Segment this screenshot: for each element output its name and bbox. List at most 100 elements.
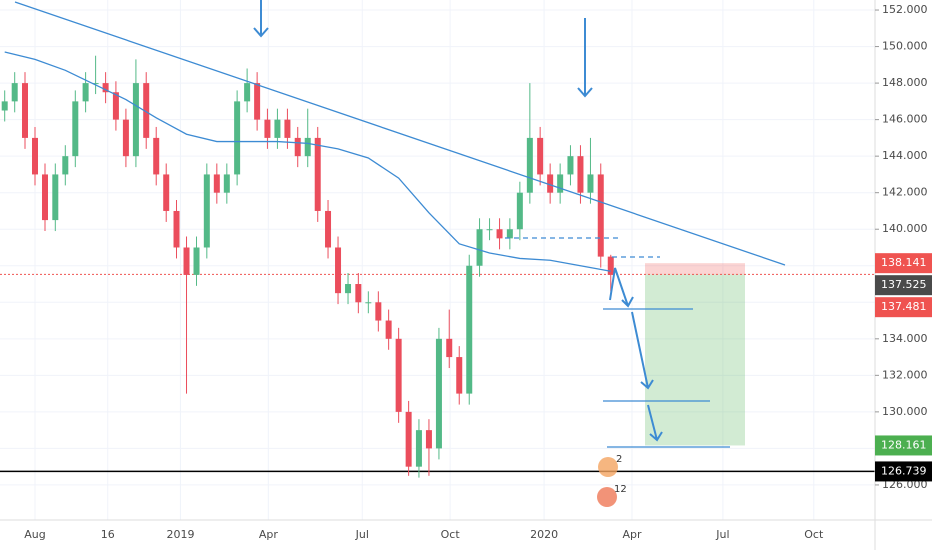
arrow [609,267,634,308]
candle-body [213,174,220,193]
candle-body [42,174,48,221]
price-label-box [875,253,932,274]
arrow [647,404,663,442]
price-label: 137.525 [875,275,932,296]
candle-body [486,229,493,231]
event-label: 12 [614,484,627,495]
candle-body [496,229,503,239]
candle-body [435,338,442,449]
candle-body [405,411,412,467]
candle-body [153,137,160,175]
event-icon [597,487,617,507]
arrows [253,0,663,442]
price-label: 137.481 [875,297,932,318]
candle-body [72,101,79,157]
candle-body [183,247,190,275]
price-label-box [875,461,932,482]
candle-body [304,137,311,157]
y-tick-label: 150.000 [882,40,928,53]
candle-body [526,137,533,193]
candle-body [335,247,342,294]
candle-body [516,192,523,230]
candle-body [173,210,180,248]
candle-body [345,284,352,294]
stop-zone [645,263,745,275]
candle-body [203,174,210,248]
event-label: 2 [616,454,622,465]
candle-body [537,137,544,175]
candle-body [254,83,261,120]
candle-body [163,174,170,211]
y-tick-label: 134.000 [882,332,928,345]
candle-body [284,119,291,138]
candle-body [314,137,321,211]
y-tick-label: 146.000 [882,113,928,126]
candle-body [223,174,230,193]
x-tick-label: Oct [441,528,461,541]
candle-body [446,338,453,358]
candle-body [506,229,513,239]
candle-body [32,137,38,175]
x-tick-label: Jul [355,528,369,541]
price-labels: 138.141 137.525 137.481 128.161 126.739 [875,253,932,482]
x-tick-label: Aug [24,528,45,541]
candle-body [425,430,432,449]
candle-body [325,210,332,248]
price-label-text: 137.481 [881,300,927,313]
candle-body [122,119,129,157]
candle-body [557,174,564,193]
price-label-text: 137.525 [881,278,927,291]
candle-body [62,156,69,175]
x-tick-label: 2019 [166,528,194,541]
price-label: 126.739 [875,461,932,482]
x-tick-label: Jul [715,528,729,541]
price-label-text: 138.141 [881,256,927,269]
y-tick-label: 140.000 [882,222,928,235]
candle-body [415,430,422,467]
x-tick-label: 16 [101,528,115,541]
candle-body [607,256,614,275]
levels [0,263,932,473]
moving-average [4,51,611,272]
candle-body [456,357,463,394]
candle-body [365,302,372,304]
candle-body [395,338,402,412]
candle-body [92,83,99,85]
candle-body [547,174,554,193]
price-label: 128.161 [875,435,932,456]
candle-body [1,101,8,111]
x-tick-label: Apr [622,528,642,541]
candle-body [11,83,18,102]
candle-body [587,174,594,193]
candle-body [597,174,604,257]
arrow [631,311,654,390]
candle-body [193,247,200,275]
price-label-box [875,435,932,456]
y-tick-label: 132.000 [882,368,928,381]
trend-line [14,1,786,266]
x-tick-label: 2020 [530,528,558,541]
candle-body [234,101,241,175]
y-tick-label: 142.000 [882,186,928,199]
y-tick-label: 144.000 [882,149,928,162]
price-label-box [875,275,932,296]
y-tick-label: 152.000 [882,3,928,16]
candle-body [22,83,28,138]
candle-body [52,174,59,221]
drawings [14,0,786,448]
candle-body [355,284,362,303]
candle-body [264,119,271,138]
arrow [577,18,593,98]
candle-body [112,92,119,120]
candle-body [577,156,584,193]
candle-body [294,137,301,157]
candle-body [132,83,139,157]
arrow [253,0,269,38]
price-label-text: 126.739 [881,464,927,477]
price-label-box [875,297,932,318]
price-label: 138.141 [875,253,932,274]
x-tick-label: Oct [804,528,824,541]
target-zone [645,274,745,446]
